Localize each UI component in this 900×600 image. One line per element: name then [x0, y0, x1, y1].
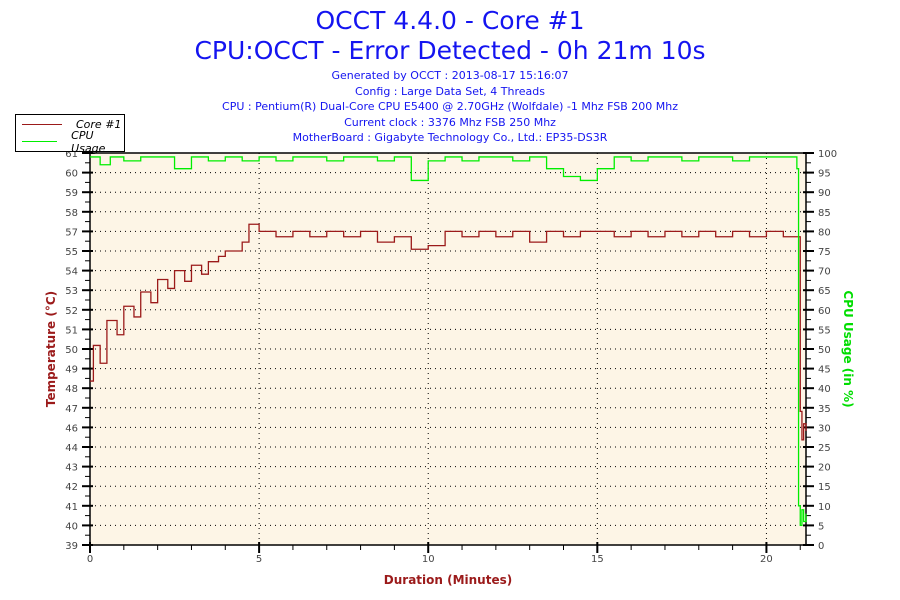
- y-tick-label: 59: [65, 188, 78, 199]
- legend-label: Core #1: [76, 118, 122, 131]
- legend-swatch: [22, 141, 58, 142]
- y-tick-label: 47: [65, 404, 78, 415]
- y2-tick-label: 30: [818, 423, 831, 434]
- y-axis-label: Temperature (°C): [44, 291, 58, 407]
- y-tick-label: 46: [65, 423, 78, 434]
- x-tick-label: 5: [256, 554, 262, 565]
- y2-tick-label: 5: [818, 521, 824, 532]
- y-tick-label: 44: [65, 443, 78, 454]
- y-tick-label: 58: [65, 208, 78, 219]
- y2-axis-label: CPU Usage (in %): [841, 290, 855, 407]
- info-line: CPU : Pentium(R) Dual-Core CPU E5400 @ 2…: [222, 100, 678, 113]
- y-tick-label: 60: [65, 169, 78, 180]
- y-tick-label: 50: [65, 345, 78, 356]
- y2-tick-label: 20: [818, 463, 831, 474]
- legend: Core #1 CPU Usage: [15, 114, 125, 155]
- y2-tick-label: 45: [818, 365, 831, 376]
- legend-swatch: [22, 124, 62, 125]
- y2-tick-label: 65: [818, 286, 831, 297]
- y2-tick-label: 25: [818, 443, 831, 454]
- y2-tick-label: 60: [818, 306, 831, 317]
- legend-item-core: Core #1: [22, 116, 121, 133]
- y-tick-label: 41: [65, 502, 78, 513]
- chart-title: OCCT 4.4.0 - Core #1: [315, 6, 585, 35]
- y2-tick-label: 40: [818, 384, 831, 395]
- plot-border: [89, 152, 807, 546]
- y2-tick-label: 90: [818, 188, 831, 199]
- info-line: Config : Large Data Set, 4 Threads: [355, 84, 545, 98]
- y2-tick-label: 35: [818, 404, 831, 415]
- y-tick-label: 39: [65, 541, 78, 552]
- y-tick-label: 48: [65, 384, 78, 395]
- y2-tick-label: 100: [818, 149, 837, 160]
- y2-tick-label: 80: [818, 227, 831, 238]
- legend-label: CPU Usage: [71, 128, 106, 155]
- y-tick-label: 53: [65, 286, 78, 297]
- y2-tick-label: 85: [818, 208, 831, 219]
- y-tick-label: 49: [65, 365, 78, 376]
- info-line: Current clock : 3376 Mhz FSB 250 Mhz: [344, 115, 556, 129]
- y2-tick-label: 55: [818, 325, 831, 336]
- y2-tick-label: 75: [818, 247, 831, 258]
- y-tick-label: 57: [65, 227, 78, 238]
- y2-tick-label: 95: [818, 169, 831, 180]
- y2-tick-label: 10: [818, 502, 831, 513]
- cpu-usage-line: [90, 156, 807, 527]
- info-line: Generated by OCCT : 2013-08-17 15:16:07: [331, 69, 569, 82]
- x-tick-label: 0: [87, 554, 93, 565]
- y-tick-label: 52: [65, 306, 78, 317]
- y-tick-label: 55: [65, 247, 78, 258]
- y-tick-label: 42: [65, 482, 78, 493]
- y-tick-label: 40: [65, 521, 78, 532]
- core1-temp-line: [90, 223, 807, 441]
- y-tick-label: 54: [65, 267, 78, 278]
- y-tick-label: 61: [65, 149, 78, 160]
- x-tick-label: 20: [760, 554, 773, 565]
- info-line: MotherBoard : Gigabyte Technology Co., L…: [292, 131, 608, 144]
- y-tick-label: 43: [65, 463, 78, 474]
- legend-item-cpu: CPU Usage: [22, 129, 124, 155]
- x-tick-label: 15: [591, 554, 604, 565]
- x-tick-label: 10: [422, 554, 435, 565]
- y2-tick-label: 15: [818, 482, 831, 493]
- y2-tick-label: 70: [818, 267, 831, 278]
- chart-subtitle: CPU:OCCT - Error Detected - 0h 21m 10s: [194, 36, 706, 65]
- y2-tick-label: 0: [818, 541, 824, 552]
- y-tick-label: 51: [65, 325, 78, 336]
- x-axis-label: Duration (Minutes): [384, 573, 512, 587]
- plot-background: [90, 153, 806, 545]
- y2-tick-label: 50: [818, 345, 831, 356]
